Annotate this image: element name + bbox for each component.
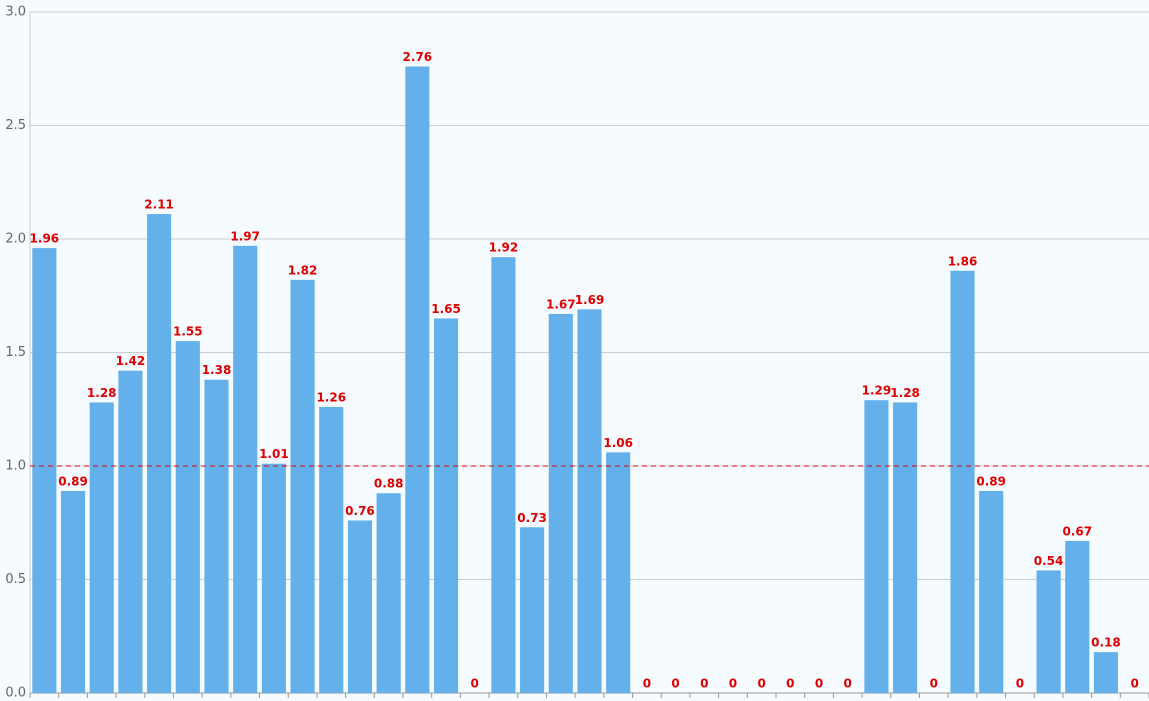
bar [1036, 570, 1061, 693]
bar [118, 370, 143, 693]
bar [290, 279, 315, 693]
value-label: 0.89 [976, 474, 1006, 488]
value-label: 1.97 [230, 229, 260, 243]
value-label: 0 [729, 677, 737, 691]
value-label: 0 [815, 677, 823, 691]
bar [979, 490, 1004, 693]
value-label: 0 [930, 677, 938, 691]
bar [376, 493, 401, 693]
value-label: 2.11 [144, 198, 174, 212]
value-label: 0 [844, 677, 852, 691]
value-label: 0 [1016, 677, 1024, 691]
value-label: 0.54 [1034, 554, 1064, 568]
value-label: 1.01 [259, 447, 289, 461]
value-label: 0.73 [517, 511, 547, 525]
y-tick-label: 0.5 [5, 572, 26, 587]
value-label: 0 [671, 677, 679, 691]
y-tick-label: 0.0 [5, 686, 26, 701]
value-label: 1.67 [546, 297, 576, 311]
bar [606, 452, 631, 693]
bar [319, 406, 344, 693]
bar [175, 341, 200, 693]
value-label: 1.28 [87, 386, 117, 400]
value-label: 1.92 [489, 241, 519, 255]
bar [1065, 540, 1090, 693]
value-label: 1.28 [890, 386, 920, 400]
value-label: 0.67 [1062, 524, 1092, 538]
value-label: 0.18 [1091, 636, 1121, 650]
value-label: 1.55 [173, 325, 203, 339]
value-label: 0 [786, 677, 794, 691]
bar [60, 490, 86, 693]
bar [405, 66, 430, 694]
bar [491, 257, 516, 693]
bar [233, 245, 258, 693]
value-label: 0 [1130, 677, 1138, 691]
value-label: 0.76 [345, 504, 375, 518]
bar [89, 402, 114, 693]
value-label: 1.06 [603, 436, 633, 450]
y-tick-label: 2.5 [5, 118, 26, 133]
value-label: 1.38 [202, 363, 232, 377]
value-label: 2.76 [403, 50, 433, 64]
bar [1093, 652, 1119, 693]
bar [261, 463, 286, 693]
y-tick-label: 3.0 [5, 5, 26, 20]
value-label: 1.65 [431, 302, 461, 316]
y-tick-label: 1.0 [5, 459, 26, 474]
bar [864, 400, 889, 693]
value-label: 1.82 [288, 263, 318, 277]
value-label: 1.29 [862, 384, 892, 398]
bar [950, 270, 975, 693]
bar [147, 214, 172, 693]
value-label: 1.96 [30, 232, 60, 246]
bar [32, 248, 57, 693]
bar [204, 379, 229, 693]
value-label: 0.88 [374, 477, 404, 491]
value-label: 1.42 [116, 354, 146, 368]
bar [577, 309, 602, 693]
value-label: 0.89 [58, 474, 88, 488]
value-label: 0 [471, 677, 479, 691]
y-tick-label: 1.5 [5, 345, 26, 360]
value-label: 0 [643, 677, 651, 691]
bar [520, 527, 545, 693]
bar [433, 318, 459, 693]
bar [548, 313, 573, 693]
value-label: 0 [700, 677, 708, 691]
value-label: 1.69 [575, 293, 605, 307]
value-label: 1.26 [316, 390, 346, 404]
value-label: 0 [757, 677, 765, 691]
bar [893, 402, 918, 693]
value-label: 1.86 [948, 254, 978, 268]
y-tick-label: 2.0 [5, 232, 26, 247]
bar [347, 520, 373, 693]
